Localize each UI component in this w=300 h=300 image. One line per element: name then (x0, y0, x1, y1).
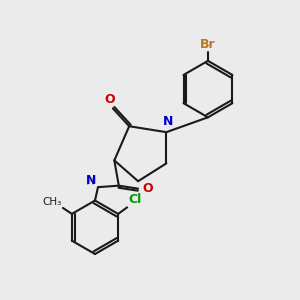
Text: H: H (86, 177, 94, 187)
Text: N: N (86, 174, 97, 187)
Text: Cl: Cl (129, 194, 142, 206)
Text: CH₃: CH₃ (42, 197, 62, 207)
Text: O: O (142, 182, 153, 195)
Text: N: N (163, 115, 173, 128)
Text: Br: Br (200, 38, 216, 51)
Text: O: O (104, 93, 115, 106)
